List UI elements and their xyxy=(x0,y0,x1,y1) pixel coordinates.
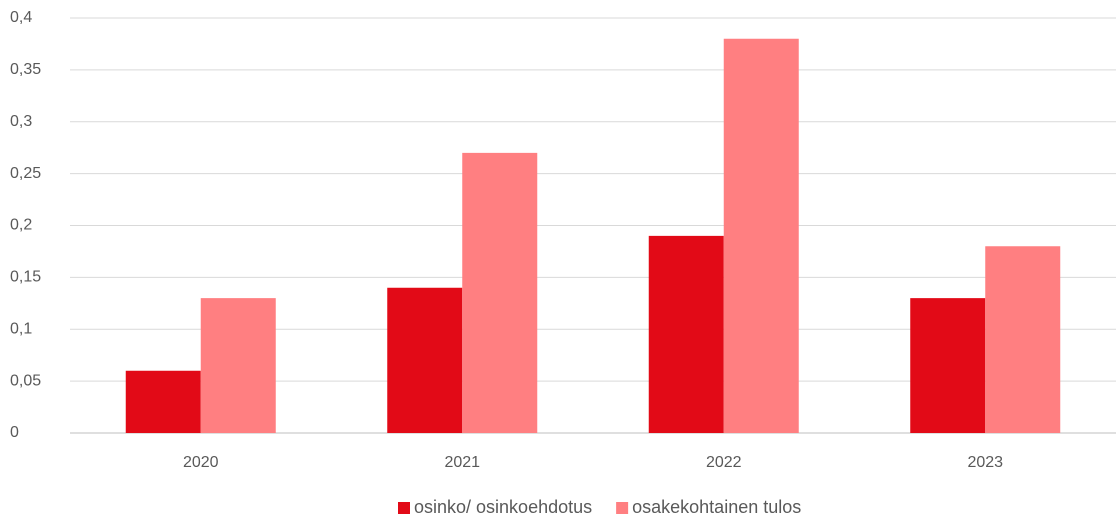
x-tick-label: 2020 xyxy=(183,454,219,471)
legend-label: osakekohtainen tulos xyxy=(632,497,801,517)
y-tick-label: 0 xyxy=(10,424,19,441)
x-tick-label: 2021 xyxy=(444,454,480,471)
y-tick-label: 0,3 xyxy=(10,113,32,130)
legend-swatch xyxy=(398,502,410,514)
bar xyxy=(985,246,1061,433)
bar xyxy=(387,287,463,433)
y-tick-label: 0,35 xyxy=(10,61,41,78)
legend-swatch xyxy=(616,502,629,514)
y-tick-label: 0,25 xyxy=(10,165,41,182)
bar xyxy=(125,370,201,433)
x-tick-label: 2023 xyxy=(967,454,1003,471)
bar xyxy=(648,235,724,433)
legend-label: osinko/ osinkoehdotus xyxy=(414,497,592,517)
bar xyxy=(200,298,276,433)
bar xyxy=(723,38,799,433)
y-tick-label: 0,1 xyxy=(10,320,32,337)
y-tick-label: 0,05 xyxy=(10,372,41,389)
y-tick-label: 0,4 xyxy=(10,9,32,26)
y-tick-label: 0,15 xyxy=(10,269,41,286)
x-tick-label: 2022 xyxy=(706,454,742,471)
y-tick-label: 0,2 xyxy=(10,217,32,234)
bar xyxy=(462,152,538,433)
bar xyxy=(910,298,986,433)
